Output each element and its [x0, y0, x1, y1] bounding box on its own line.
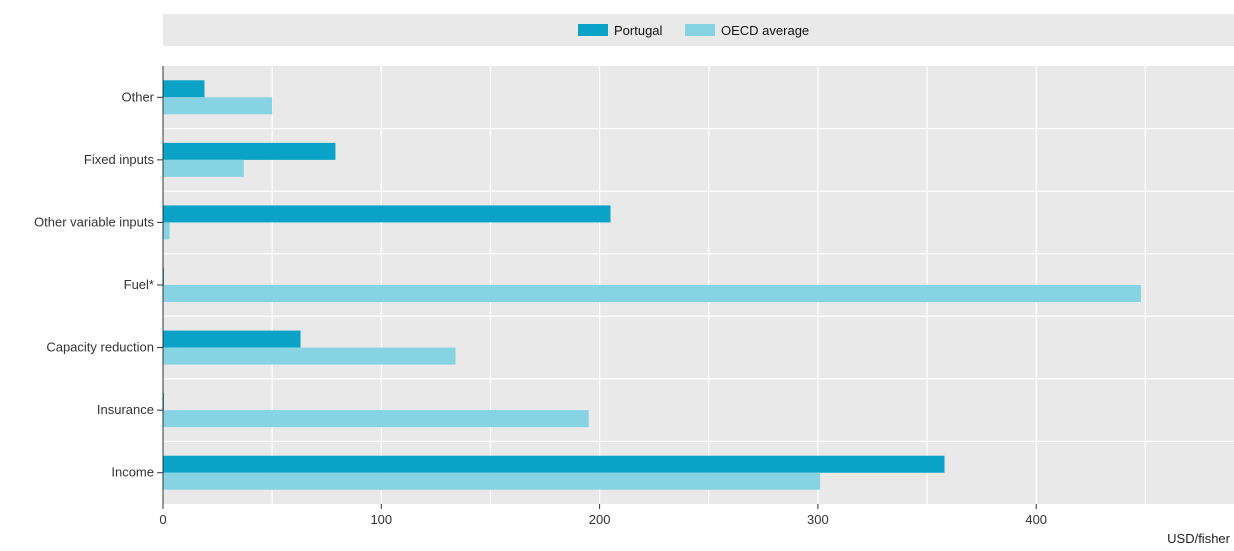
x-axis-unit-label: USD/fisher [1167, 531, 1230, 546]
bar-portugal [163, 205, 611, 223]
legend-swatch-oecd [685, 24, 715, 36]
category-label: Income [111, 465, 154, 480]
legend: Portugal OECD average [163, 14, 1234, 46]
x-tick-label: 400 [1025, 512, 1047, 527]
legend-item-portugal: Portugal [578, 14, 662, 46]
category-label: Fixed inputs [84, 152, 155, 167]
bar-oecd [163, 347, 456, 365]
x-tick-label: 300 [807, 512, 829, 527]
bar-portugal [163, 330, 301, 348]
legend-swatch-portugal [578, 24, 608, 36]
bar-portugal [163, 142, 336, 160]
x-tick-label: 0 [159, 512, 166, 527]
bar-oecd [163, 472, 821, 490]
category-label: Other [121, 89, 154, 104]
legend-label-oecd: OECD average [721, 22, 810, 38]
category-label: Fuel* [124, 277, 154, 292]
bar-oecd [163, 159, 244, 177]
bar-oecd [163, 285, 1141, 302]
legend-item-oecd: OECD average [685, 14, 809, 46]
bar-oecd [163, 222, 170, 240]
bar-portugal [163, 455, 945, 473]
legend-label-portugal: Portugal [614, 22, 663, 38]
bar-oecd [163, 410, 589, 428]
category-label: Capacity reduction [46, 340, 154, 355]
category-label: Insurance [97, 402, 154, 417]
bar-portugal [163, 80, 205, 98]
x-tick-label: 100 [370, 512, 392, 527]
bar-oecd [163, 97, 273, 115]
x-tick-label: 200 [589, 512, 611, 527]
category-label: Other variable inputs [34, 214, 154, 229]
